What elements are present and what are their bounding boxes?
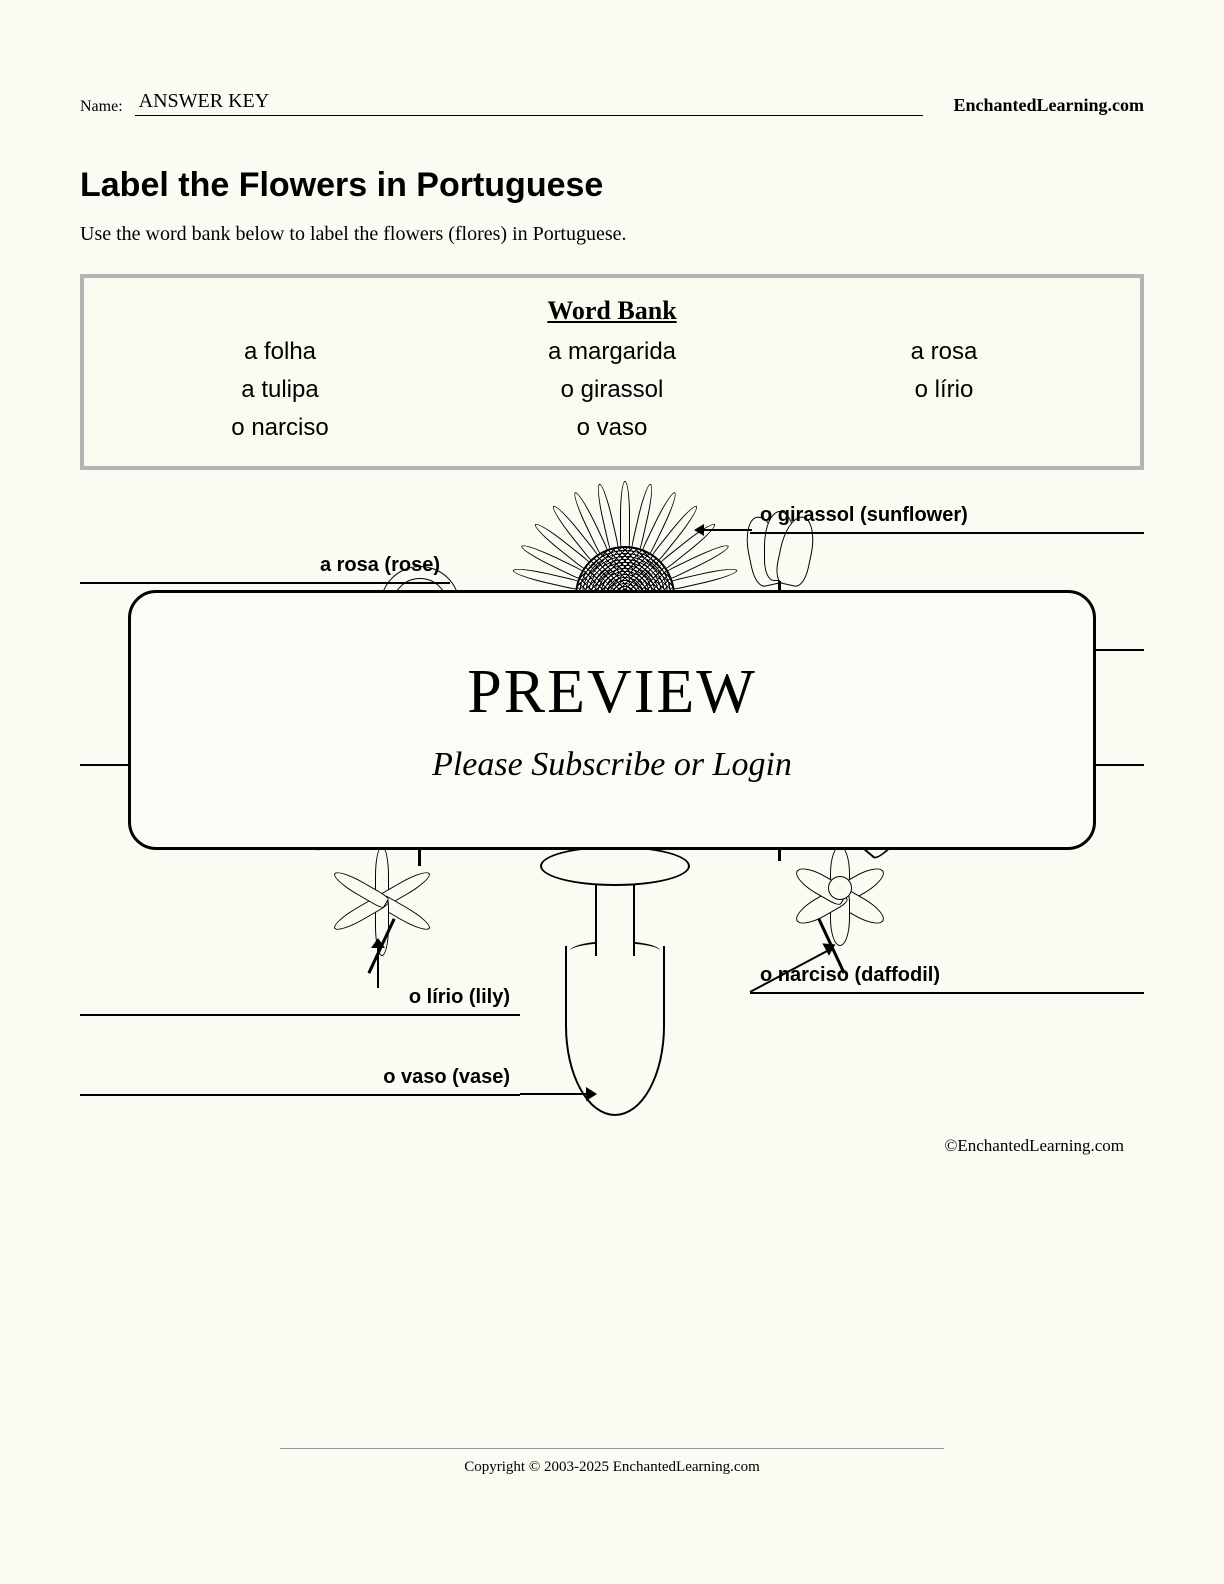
instructions: Use the word bank below to label the flo… (80, 223, 1144, 246)
word-bank-word: a rosa (778, 338, 1110, 366)
site-name: EnchantedLearning.com (953, 95, 1144, 116)
overlay-title: PREVIEW (467, 657, 757, 728)
word-bank-word: a tulipa (114, 376, 446, 404)
word-bank-word: a margarida (446, 338, 778, 366)
arrow-head-icon (371, 938, 385, 948)
overlay-subtitle: Please Subscribe or Login (432, 746, 792, 784)
word-bank: Word Bank a folha a margarida a rosa a t… (80, 274, 1144, 470)
name-line: Name: ANSWER KEY (80, 90, 923, 116)
arrow-line (377, 946, 379, 988)
daffodil-drawing (780, 836, 900, 956)
word-bank-word: a folha (114, 338, 446, 366)
label-daffodil: o narciso (daffodil) (750, 964, 1144, 994)
label-sunflower: o girassol (sunflower) (750, 504, 1144, 534)
preview-overlay[interactable]: PREVIEW Please Subscribe or Login (128, 590, 1096, 850)
header-row: Name: ANSWER KEY EnchantedLearning.com (80, 90, 1144, 116)
word-bank-word: o vaso (446, 414, 778, 442)
page-title: Label the Flowers in Portuguese (80, 166, 1144, 205)
word-bank-title: Word Bank (114, 296, 1110, 326)
word-bank-word (778, 414, 1110, 442)
label-rose: a rosa (rose) (80, 554, 450, 584)
footer-divider (280, 1448, 944, 1449)
label-lily: o lírio (lily) (80, 986, 520, 1016)
image-copyright: ©EnchantedLearning.com (944, 1136, 1124, 1156)
word-bank-word: o narciso (114, 414, 446, 442)
name-label: Name: (80, 98, 123, 116)
name-value: ANSWER KEY (135, 90, 924, 116)
arrow-line (520, 1093, 590, 1095)
word-bank-word: o girassol (446, 376, 778, 404)
arrow-head-icon (586, 1087, 597, 1101)
label-vase: o vaso (vase) (80, 1066, 520, 1096)
vase-drawing (540, 846, 690, 1126)
word-bank-word: o lírio (778, 376, 1110, 404)
arrow-head-icon (694, 524, 704, 536)
word-bank-grid: a folha a margarida a rosa a tulipa o gi… (114, 338, 1110, 442)
arrow-line (700, 529, 752, 531)
footer-copyright: Copyright © 2003-2025 EnchantedLearning.… (0, 1459, 1224, 1476)
worksheet-page: Name: ANSWER KEY EnchantedLearning.com L… (0, 0, 1224, 1584)
